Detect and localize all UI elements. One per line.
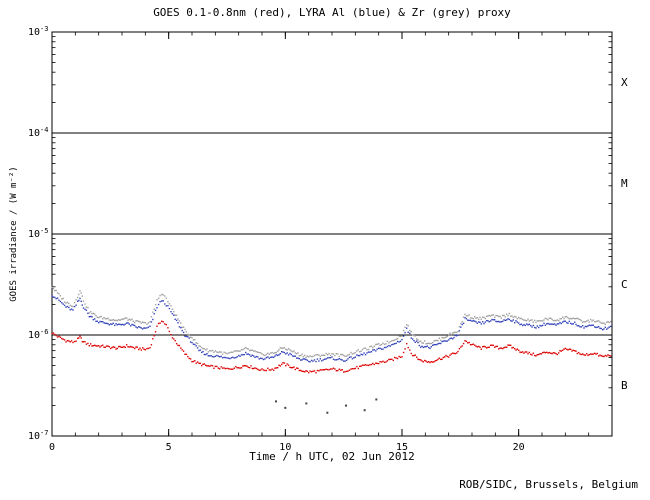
svg-text:5: 5 (166, 442, 172, 453)
svg-text:20: 20 (513, 442, 525, 453)
flare-class-label-x: X (621, 75, 628, 89)
chart-title: GOES 0.1-0.8nm (red), LYRA Al (blue) & Z… (153, 6, 511, 19)
svg-text:10-4: 10-4 (28, 126, 48, 139)
flare-class-label-m: M (621, 176, 628, 190)
svg-text:0: 0 (49, 442, 55, 453)
svg-text:15: 15 (396, 442, 408, 453)
svg-text:10-6: 10-6 (28, 328, 48, 341)
svg-text:10: 10 (279, 442, 291, 453)
x-axis-label: Time / h UTC, 02 Jun 2012 (249, 450, 415, 463)
svg-text:10-3: 10-3 (28, 25, 48, 38)
flare-class-label-b: B (621, 378, 628, 392)
credit-text: ROB/SIDC, Brussels, Belgium (459, 478, 638, 491)
svg-text:10-5: 10-5 (28, 227, 48, 240)
flare-class-label-c: C (621, 277, 628, 291)
svg-text:10-7: 10-7 (28, 429, 48, 442)
